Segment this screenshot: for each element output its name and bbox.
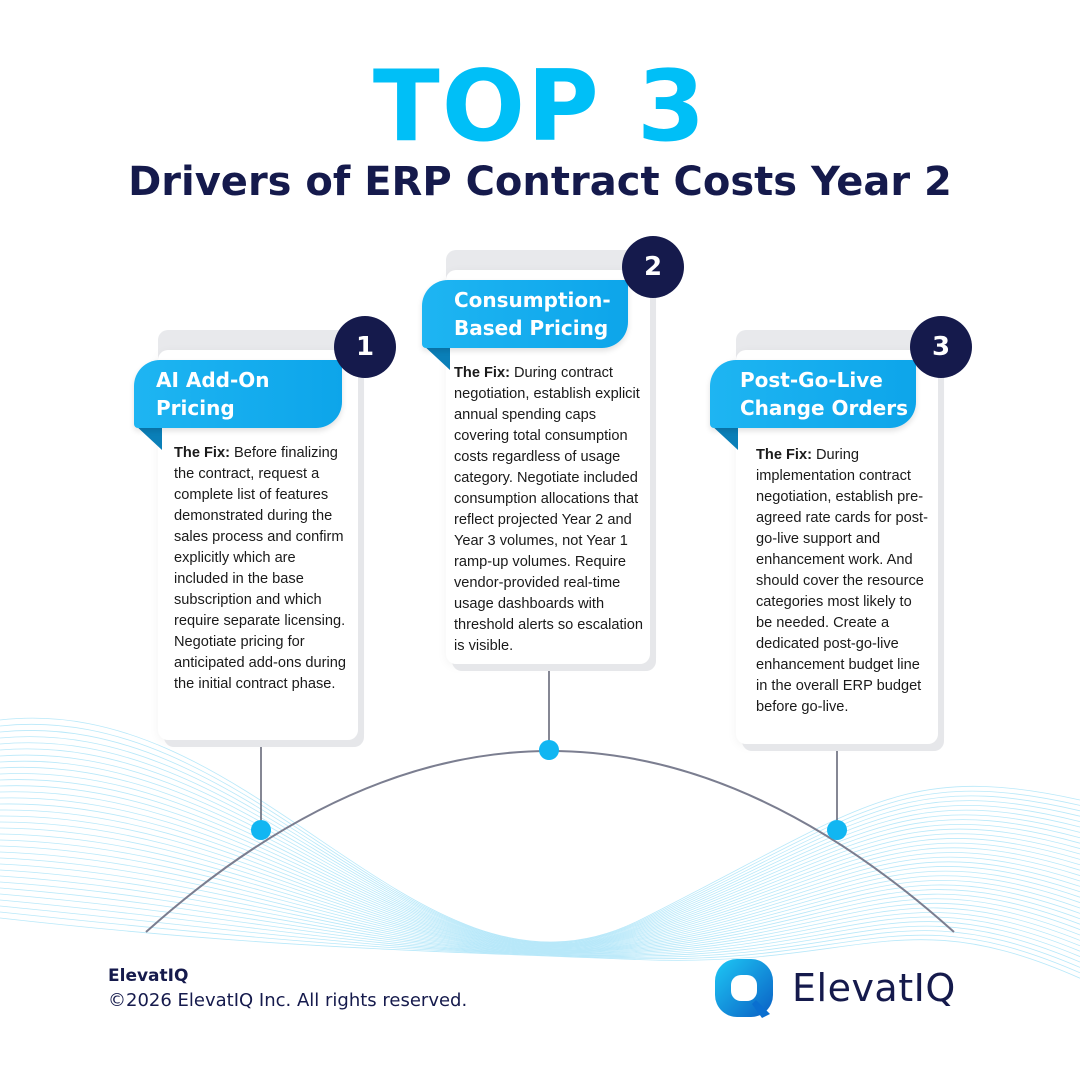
company-logo: ElevatIQ [712, 956, 972, 1026]
card-2-number-badge: 2 [622, 236, 684, 298]
timeline-dot-1 [251, 820, 271, 840]
card-1-fix-body: Before finalizing the contract, request … [174, 445, 347, 692]
magnifier-q-icon [715, 959, 773, 1018]
card-3-fix-body: During implementation contract negotiati… [756, 447, 928, 715]
card-3-title-line2: Change Orders [740, 396, 909, 420]
card-2-title-line1: Consumption- [454, 288, 611, 312]
card-2-fix-text: The Fix: During contract negotiation, es… [454, 363, 646, 657]
card-1-fix-label: The Fix: [174, 445, 230, 461]
headline: TOP 3 [372, 50, 708, 164]
card-1-fix-text: The Fix: Before finalizing the contract,… [174, 443, 354, 695]
card-3-fix-text: The Fix: During implementation contract … [756, 445, 932, 718]
card-1-title-line1: AI Add-On [156, 368, 270, 392]
card-3-fix-label: The Fix: [756, 447, 812, 463]
card-2-fix-body: During contract negotiation, establish e… [454, 365, 644, 654]
logo-text: ElevatIQ [792, 966, 956, 1010]
card-2-fix-label: The Fix: [454, 365, 510, 381]
timeline-dot-2 [539, 740, 559, 760]
card-2-title: Consumption- Based Pricing [422, 280, 628, 348]
wave-lines [0, 717, 1080, 979]
subheading: Drivers of ERP Contract Costs Year 2 [128, 159, 952, 205]
card-1-title-line2: Pricing [156, 396, 235, 420]
card-3-title-line1: Post-Go-Live [740, 368, 883, 392]
card-1-number-badge: 1 [334, 316, 396, 378]
timeline-dot-3 [827, 820, 847, 840]
card-1-title: AI Add-On Pricing [134, 360, 342, 428]
footer-copyright: ©2026 ElevatIQ Inc. All rights reserved. [108, 990, 468, 1011]
card-3-title: Post-Go-Live Change Orders [710, 360, 916, 428]
card-2-title-line2: Based Pricing [454, 316, 609, 340]
card-3-number-badge: 3 [910, 316, 972, 378]
footer-brand: ElevatIQ [108, 966, 189, 986]
